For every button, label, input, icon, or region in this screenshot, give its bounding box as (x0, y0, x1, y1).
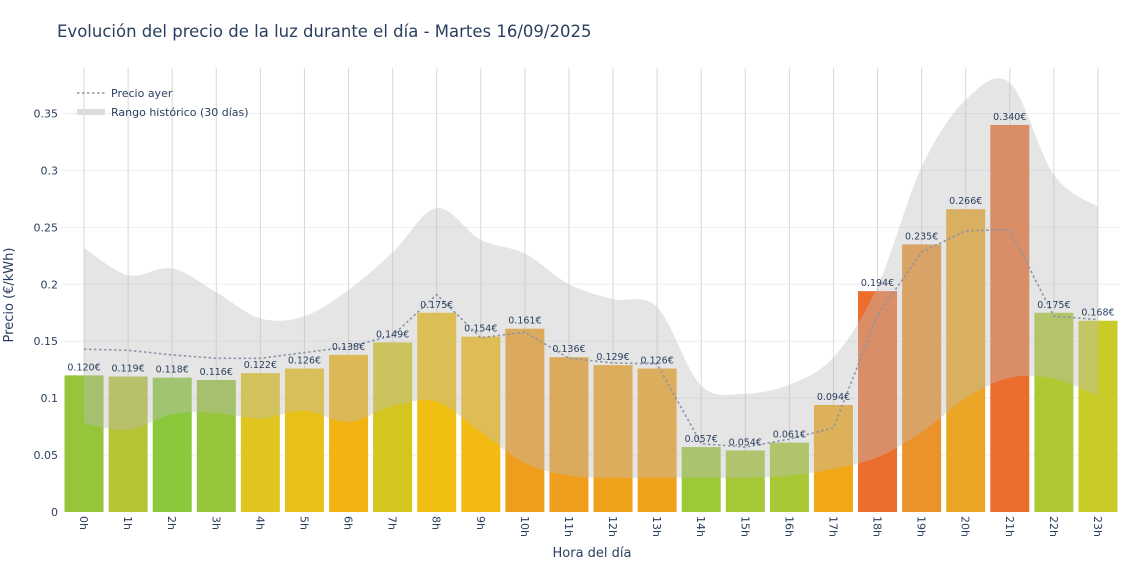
price-bar (196, 379, 236, 512)
x-tick-label: 4h (253, 516, 266, 530)
price-bar (858, 291, 898, 512)
price-bar (549, 357, 589, 512)
bar-value-label: 0.168€ (1081, 308, 1114, 319)
x-tick-label: 5h (297, 516, 310, 530)
x-tick-label: 20h (959, 516, 972, 537)
price-bar (902, 244, 942, 512)
x-tick-label: 2h (165, 516, 178, 530)
x-axis-title: Hora del día (553, 546, 632, 561)
yesterday-price-line (83, 228, 1099, 448)
x-tick-label: 19h (915, 516, 928, 537)
x-tick-label: 22h (1047, 516, 1060, 537)
bar-value-label: 0.129€ (596, 352, 629, 363)
y-axis-title: Precio (€/kWh) (2, 248, 17, 343)
price-bar (593, 365, 633, 512)
price-bar (637, 368, 677, 512)
price-bar (240, 373, 280, 512)
x-tick-label: 8h (430, 516, 443, 530)
price-bar (329, 354, 369, 512)
bar-value-label: 0.161€ (508, 316, 541, 327)
bar-value-label: 0.340€ (993, 112, 1026, 123)
price-bar (108, 376, 148, 512)
price-bar (813, 404, 853, 512)
x-tick-label: 12h (606, 516, 619, 537)
bar-value-label: 0.136€ (552, 344, 585, 355)
y-tick-label: 0.2 (41, 278, 59, 291)
price-bar (284, 368, 324, 512)
price-bar (946, 209, 986, 512)
x-tick-label: 15h (738, 516, 751, 537)
x-tick-label: 13h (650, 516, 663, 537)
price-bar (64, 375, 104, 512)
y-tick-label: 0.15 (34, 335, 59, 348)
bar-value-label: 0.120€ (67, 362, 100, 373)
bar-value-label: 0.119€ (112, 364, 145, 375)
bar-value-label: 0.154€ (464, 324, 497, 335)
x-tick-label: 21h (1003, 516, 1016, 537)
legend-range-label: Rango histórico (30 días) (111, 106, 249, 119)
bar-value-label: 0.118€ (156, 365, 189, 376)
price-bar (990, 124, 1030, 512)
chart-title: Evolución del precio de la luz durante e… (57, 22, 592, 41)
bar-value-label: 0.194€ (861, 278, 894, 289)
bar-value-label: 0.175€ (1037, 300, 1070, 311)
price-bar (373, 342, 413, 512)
bar-value-label: 0.175€ (420, 300, 453, 311)
bar-value-label: 0.094€ (817, 392, 850, 403)
y-tick-label: 0.05 (34, 449, 59, 462)
x-tick-label: 1h (121, 516, 134, 530)
bar-value-label: 0.057€ (685, 434, 718, 445)
historical-range-band (84, 78, 1098, 478)
price-bar (461, 336, 501, 512)
x-tick-label: 7h (386, 516, 399, 530)
legend-yesterday-label: Precio ayer (111, 87, 173, 100)
bar-value-label: 0.235€ (905, 231, 938, 242)
x-tick-label: 16h (782, 516, 795, 537)
y-tick-label: 0 (51, 506, 58, 519)
x-tick-label: 0h (77, 516, 90, 530)
price-bar (1078, 320, 1118, 512)
y-tick-label: 0.25 (34, 221, 59, 234)
price-bar (505, 328, 545, 512)
price-bar (725, 450, 765, 512)
y-tick-label: 0.1 (41, 392, 59, 405)
x-tick-label: 10h (518, 516, 531, 537)
price-bar (1034, 312, 1074, 512)
x-tick-label: 17h (826, 516, 839, 537)
y-tick-label: 0.3 (41, 164, 59, 177)
bar-value-label: 0.126€ (288, 356, 321, 367)
bar-value-label: 0.116€ (200, 367, 233, 378)
price-bar (417, 312, 457, 512)
bar-value-label: 0.266€ (949, 196, 982, 207)
x-tick-label: 3h (209, 516, 222, 530)
price-bar (769, 442, 809, 512)
y-tick-label: 0.35 (34, 108, 59, 121)
x-tick-label: 18h (871, 516, 884, 537)
bar-value-label: 0.126€ (641, 356, 674, 367)
x-tick-label: 6h (342, 516, 355, 530)
bar-value-label: 0.138€ (332, 342, 365, 353)
x-tick-label: 14h (694, 516, 707, 537)
x-tick-label: 23h (1091, 516, 1104, 537)
price-bar (152, 377, 192, 512)
price-bar (681, 447, 721, 512)
x-tick-label: 11h (562, 516, 575, 537)
bar-value-label: 0.061€ (773, 430, 806, 441)
x-tick-label: 9h (474, 516, 487, 530)
bar-value-label: 0.149€ (376, 329, 409, 340)
bar-value-label: 0.122€ (244, 360, 277, 371)
bar-value-label: 0.054€ (729, 438, 762, 449)
